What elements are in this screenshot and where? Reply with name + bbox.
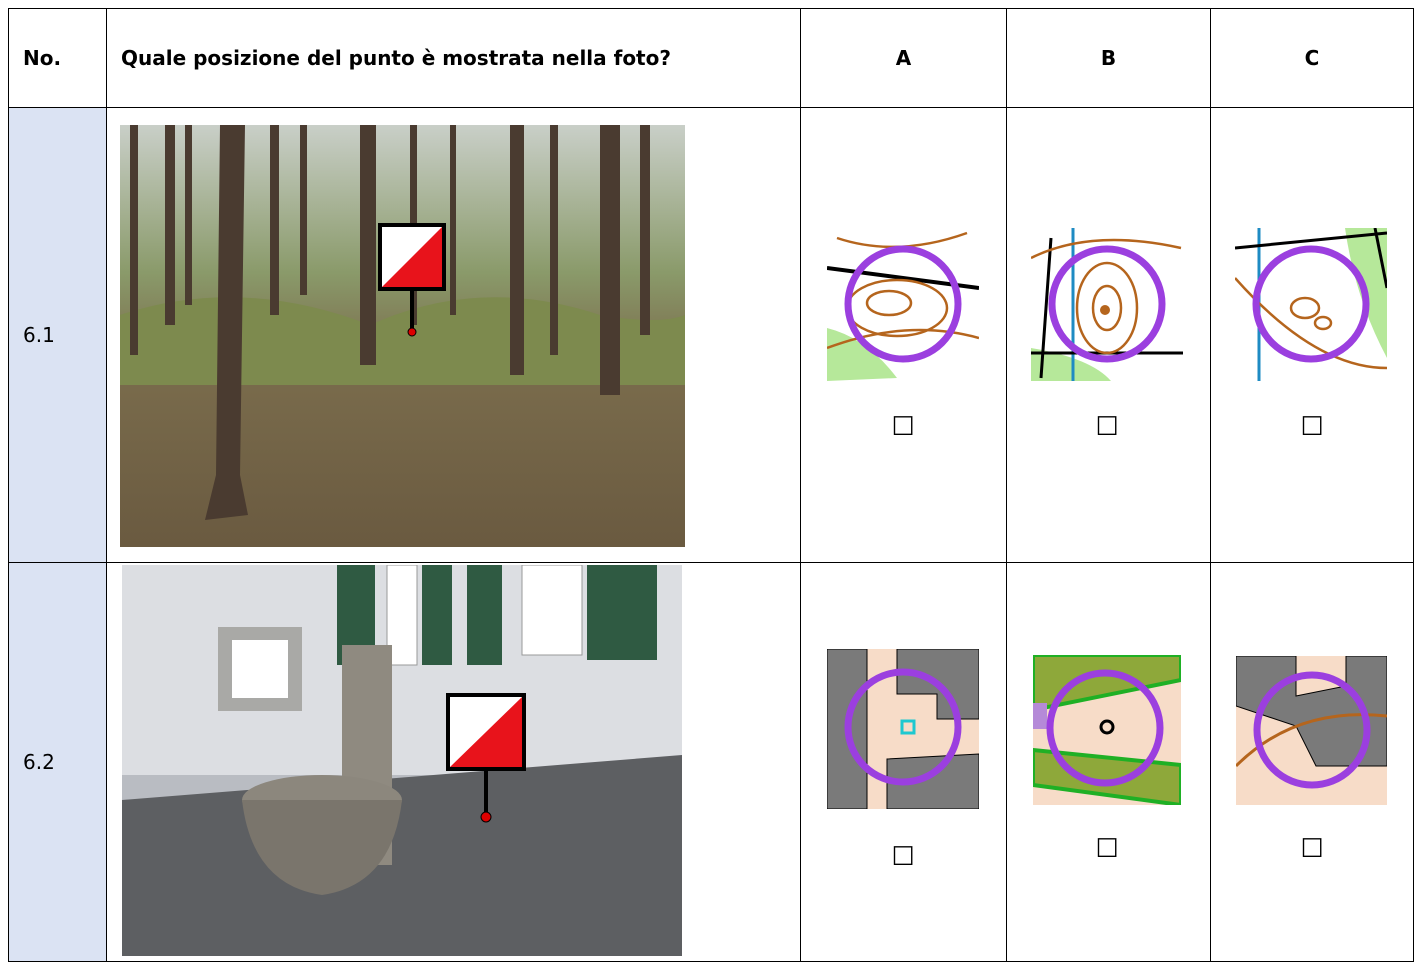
row-number: 6.1	[8, 107, 107, 563]
checkbox[interactable]: ☐	[1300, 834, 1324, 864]
row-number: 6.2	[8, 562, 107, 962]
map-option	[1235, 228, 1387, 381]
map-option	[827, 649, 979, 809]
checkbox[interactable]: ☐	[891, 842, 915, 872]
checkbox[interactable]: ☐	[1300, 412, 1324, 442]
header-cell: C	[1210, 8, 1414, 108]
checkbox[interactable]: ☐	[891, 412, 915, 442]
map-option	[1033, 655, 1181, 805]
header-cell: A	[800, 8, 1007, 108]
map-option	[1236, 656, 1387, 805]
photo-forest	[120, 125, 685, 547]
map-option	[1031, 228, 1183, 381]
map-option	[827, 228, 979, 381]
header-cell: B	[1006, 8, 1211, 108]
checkbox[interactable]: ☐	[1095, 412, 1119, 442]
photo-fountain	[122, 565, 682, 956]
header-cell: Quale posizione del punto è mostrata nel…	[106, 8, 801, 108]
checkbox[interactable]: ☐	[1095, 834, 1119, 864]
header-cell: No.	[8, 8, 107, 108]
